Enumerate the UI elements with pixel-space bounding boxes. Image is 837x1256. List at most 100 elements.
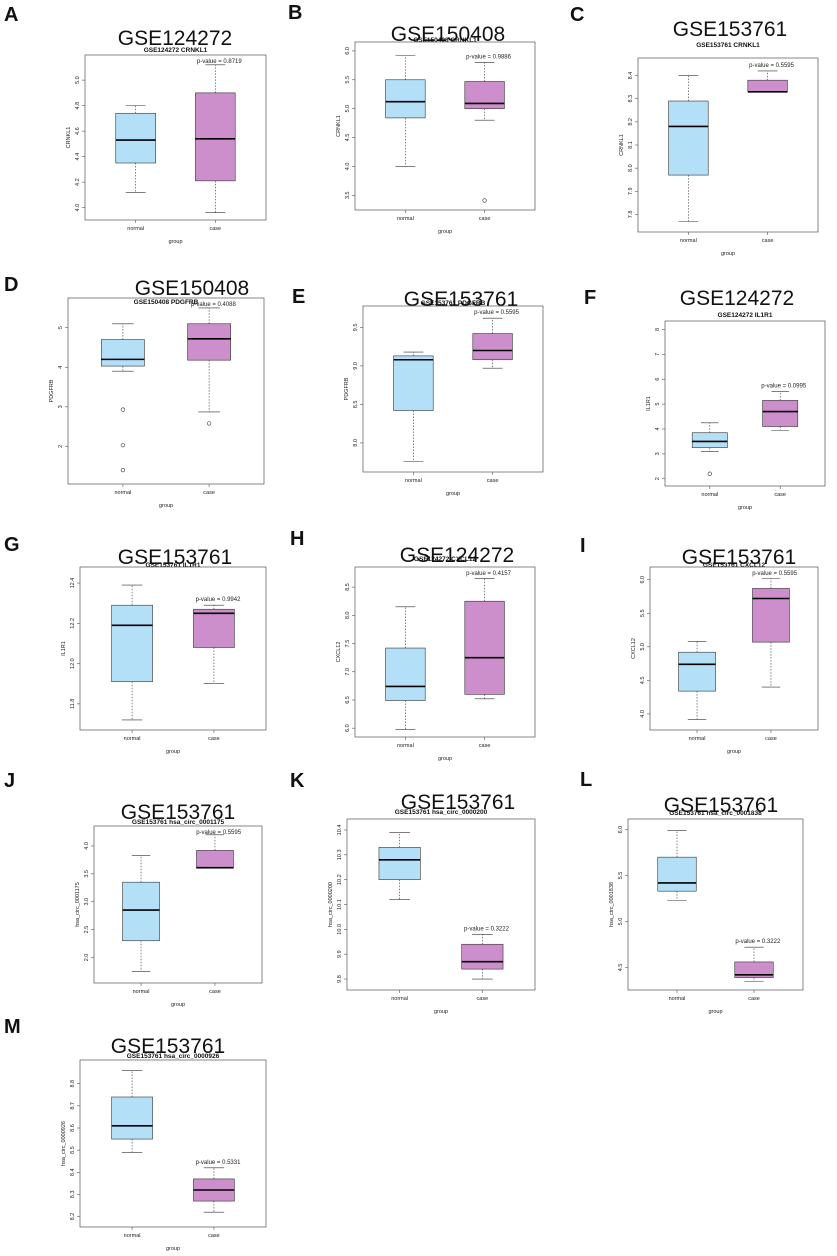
y-tick-label: 4.0 bbox=[640, 710, 646, 718]
iqr-box bbox=[122, 881, 160, 942]
panel-title: GSE124272 bbox=[680, 287, 794, 310]
iqr-box bbox=[464, 600, 505, 695]
y-tick-label: 4.0 bbox=[345, 163, 351, 171]
panel-subtitle: GSE153761 CXCL12 bbox=[703, 562, 766, 569]
y-tick-label: 9.9 bbox=[337, 950, 343, 958]
x-axis-label: group bbox=[446, 491, 460, 497]
x-tick-label: normal bbox=[127, 226, 144, 232]
x-axis-label: group bbox=[159, 503, 173, 509]
y-tick-label: 2.0 bbox=[84, 954, 90, 962]
x-axis-label: group bbox=[738, 505, 752, 511]
y-tick-label: 8.1 bbox=[628, 141, 634, 149]
y-tick-label: 8.3 bbox=[70, 1191, 76, 1199]
y-tick-label: 2 bbox=[58, 445, 64, 448]
y-tick-label: 5.5 bbox=[640, 609, 646, 617]
panel-subtitle: GSE153761 CRNKL1 bbox=[696, 42, 760, 49]
panel-letter: G bbox=[4, 534, 20, 556]
y-tick-label: 6.0 bbox=[640, 576, 646, 584]
y-tick-label: 5.0 bbox=[618, 918, 624, 926]
y-tick-label: 11.8 bbox=[70, 699, 76, 709]
x-tick-label: case bbox=[209, 989, 221, 995]
iqr-box bbox=[747, 79, 788, 93]
iqr-box bbox=[378, 847, 421, 880]
iqr-box bbox=[111, 604, 153, 683]
x-tick-label: normal bbox=[397, 216, 414, 222]
y-tick-label: 10.3 bbox=[337, 849, 343, 860]
y-tick-label: 6.0 bbox=[618, 826, 624, 834]
panel-letter: L bbox=[580, 769, 592, 791]
plot-frame bbox=[84, 54, 267, 221]
y-axis-label: hsa_circ_0000926 bbox=[61, 1121, 67, 1166]
box-case bbox=[472, 317, 513, 369]
box-normal bbox=[678, 641, 716, 720]
y-tick-label: 4.4 bbox=[75, 153, 81, 161]
y-tick-label: 8.2 bbox=[628, 118, 634, 126]
x-tick-label: case bbox=[210, 226, 222, 232]
box-normal bbox=[393, 351, 434, 462]
iqr-box bbox=[752, 588, 790, 643]
box-normal bbox=[122, 855, 160, 972]
box-case bbox=[187, 307, 231, 426]
y-tick-label: 6.5 bbox=[345, 696, 351, 704]
y-tick-label: 5.5 bbox=[345, 76, 351, 84]
x-axis-label: group bbox=[438, 229, 452, 235]
x-tick-label: normal bbox=[124, 736, 141, 742]
panel-f: F GSE124272 GSE124272 IL1R1 2 3 4 5 6 7 8 IL1R1 nor… bbox=[584, 287, 826, 511]
panel-subtitle: GSE153761 hsa_circ_0001838 bbox=[669, 810, 762, 817]
iqr-box bbox=[196, 850, 234, 869]
box-normal bbox=[691, 422, 728, 476]
outlier-point bbox=[120, 407, 125, 412]
box-case bbox=[196, 834, 234, 869]
p-value-label: p-value = 0.9942 bbox=[196, 597, 242, 603]
x-axis-label: group bbox=[727, 749, 741, 755]
iqr-box bbox=[668, 100, 709, 176]
box-case bbox=[734, 946, 774, 982]
y-tick-label: 8.4 bbox=[628, 72, 634, 80]
x-tick-label: case bbox=[208, 736, 220, 742]
y-tick-label: 8.5 bbox=[70, 1146, 76, 1154]
y-tick-label: 8.6 bbox=[70, 1124, 76, 1132]
p-value-label: p-value = 0.0995 bbox=[761, 384, 807, 390]
y-axis-label: CRNKL1 bbox=[619, 134, 625, 156]
y-tick-label: 4.5 bbox=[345, 134, 351, 142]
panel-title: GSE153761 bbox=[118, 546, 232, 569]
x-tick-label: normal bbox=[133, 989, 150, 995]
panel-title: GSE124272 bbox=[400, 544, 514, 567]
x-tick-label: normal bbox=[391, 996, 408, 1002]
y-tick-label: 3.0 bbox=[84, 898, 90, 906]
y-tick-label: 12.0 bbox=[70, 658, 76, 669]
panel-title: GSE153761 bbox=[682, 546, 796, 569]
box-normal bbox=[668, 75, 709, 222]
y-tick-label: 5 bbox=[58, 326, 64, 329]
y-tick-label: 7 bbox=[655, 353, 661, 356]
plot-frame bbox=[354, 41, 536, 211]
y-axis-label: IL1R1 bbox=[61, 641, 67, 656]
x-tick-label: normal bbox=[397, 743, 414, 749]
x-tick-label: normal bbox=[669, 996, 686, 1002]
x-tick-label: case bbox=[762, 238, 774, 244]
p-value-label: p-value = 0.4088 bbox=[191, 302, 237, 308]
panel-letter: M bbox=[4, 1016, 21, 1038]
x-axis-label: group bbox=[708, 1009, 722, 1015]
box-case bbox=[464, 578, 505, 700]
y-tick-label: 5.0 bbox=[345, 105, 351, 113]
y-tick-label: 2.5 bbox=[84, 926, 90, 934]
y-tick-label: 5.5 bbox=[618, 872, 624, 880]
y-tick-label: 4.5 bbox=[640, 677, 646, 685]
y-tick-label: 8.2 bbox=[70, 1213, 76, 1221]
iqr-box bbox=[385, 647, 426, 701]
plot-frame bbox=[67, 297, 265, 485]
x-tick-label: case bbox=[774, 492, 786, 498]
y-tick-label: 12.2 bbox=[70, 618, 76, 629]
iqr-box bbox=[101, 339, 145, 367]
panel-letter: H bbox=[290, 528, 304, 550]
p-value-label: p-value = 0.5595 bbox=[196, 830, 242, 836]
p-value-label: p-value = 0.5331 bbox=[196, 1160, 242, 1166]
